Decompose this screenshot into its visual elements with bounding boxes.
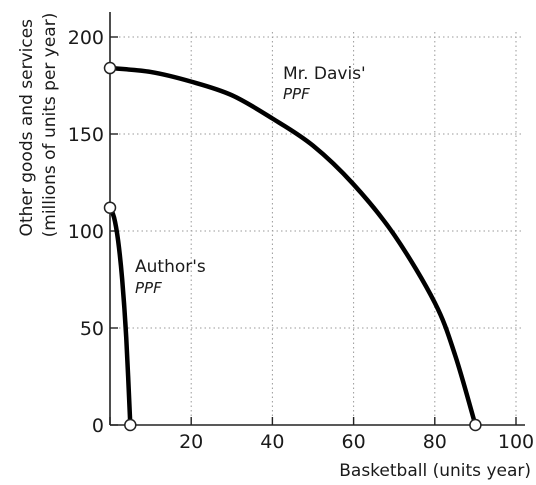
axes	[109, 12, 525, 426]
y-tick-label: 0	[92, 415, 104, 437]
author-ppf-curve	[107, 205, 133, 428]
y-tick-label: 50	[80, 318, 104, 340]
davis-ppf-y-intercept-point	[103, 61, 117, 75]
x-axis-label: Basketball (units year)	[339, 461, 531, 481]
x-tick-label: 40	[260, 431, 284, 453]
y-axis-label-line-2: (millions of units per year)	[40, 13, 60, 238]
y-axis-label-line-1: Other goods and services	[17, 19, 37, 237]
davis-ppf-sublabel: PPF	[283, 85, 310, 103]
davis-ppf-x-intercept-point	[469, 418, 482, 432]
author-ppf-sublabel: PPF	[135, 279, 162, 297]
x-tick-label: 20	[179, 431, 203, 453]
x-tick-label: 80	[423, 431, 447, 453]
author-ppf-y-intercept-point	[103, 201, 117, 214]
y-tick-label: 100	[68, 221, 104, 243]
x-tick-label: 100	[498, 431, 534, 453]
davis-ppf-curve	[107, 65, 478, 428]
author-ppf-label: Author's	[135, 257, 206, 277]
x-tick-label: 60	[342, 431, 366, 453]
davis-ppf-label: Mr. Davis'	[283, 64, 366, 84]
series	[103, 61, 482, 432]
ticks: 20 40 60 80 100 0 50 100 150 200	[68, 27, 534, 453]
author-ppf-x-intercept-point	[124, 418, 137, 432]
y-axis-label: Other goods and services (millions of un…	[17, 13, 60, 238]
grid	[110, 32, 524, 425]
y-tick-label: 200	[68, 27, 104, 49]
y-tick-label: 150	[68, 124, 104, 146]
